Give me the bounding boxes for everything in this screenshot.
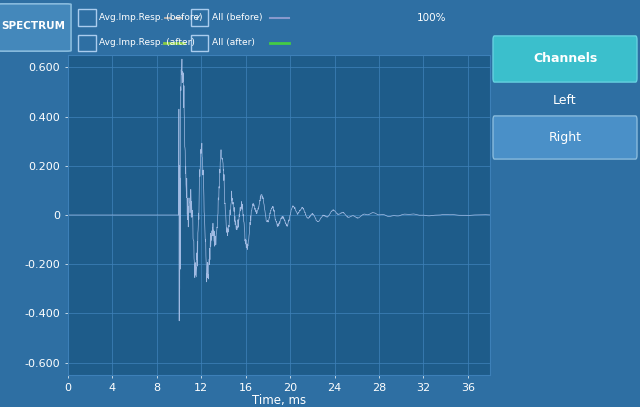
FancyBboxPatch shape — [493, 116, 637, 159]
Bar — [79, 35, 95, 51]
FancyBboxPatch shape — [493, 36, 637, 82]
Text: ✓: ✓ — [195, 13, 202, 22]
Bar — [191, 35, 208, 51]
Text: Avg.Imp.Resp. (after): Avg.Imp.Resp. (after) — [99, 38, 195, 47]
FancyBboxPatch shape — [0, 4, 71, 51]
Text: All (before): All (before) — [212, 13, 262, 22]
Text: SPECTRUM: SPECTRUM — [1, 22, 65, 31]
Text: Right: Right — [548, 131, 582, 144]
Text: Channels: Channels — [533, 53, 597, 66]
Text: Left: Left — [553, 94, 577, 107]
Text: Avg.Imp.Resp. (before): Avg.Imp.Resp. (before) — [99, 13, 202, 22]
Bar — [79, 9, 95, 26]
Text: 100%: 100% — [417, 13, 446, 23]
X-axis label: Time, ms: Time, ms — [252, 394, 306, 407]
Text: All (after): All (after) — [212, 38, 255, 47]
Bar — [191, 9, 208, 26]
